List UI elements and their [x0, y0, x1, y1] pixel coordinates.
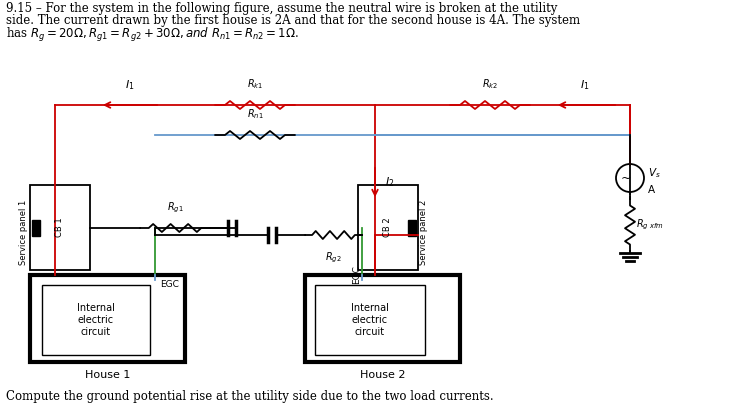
- Text: House 1: House 1: [85, 370, 130, 380]
- Text: $V_s$: $V_s$: [648, 166, 661, 180]
- Text: $R_{g1}$: $R_{g1}$: [167, 200, 183, 215]
- Bar: [315, 285, 425, 355]
- Text: EGC: EGC: [160, 280, 179, 289]
- Bar: [30, 185, 90, 270]
- Text: $I_2$: $I_2$: [385, 175, 394, 189]
- Text: A: A: [648, 185, 655, 195]
- Bar: [408, 220, 416, 236]
- Text: Compute the ground potential rise at the utility side due to the two load curren: Compute the ground potential rise at the…: [6, 390, 493, 403]
- Text: Service panel 2: Service panel 2: [420, 200, 429, 265]
- Text: 9.15 – For the system in the following figure, assume the neutral wire is broken: 9.15 – For the system in the following f…: [6, 2, 557, 15]
- Bar: [42, 285, 150, 355]
- Text: side. The current drawn by the first house is 2A and that for the second house i: side. The current drawn by the first hou…: [6, 14, 580, 27]
- Bar: [358, 185, 418, 270]
- Text: Internal
electric
circuit: Internal electric circuit: [351, 303, 389, 337]
- Bar: [32, 220, 40, 236]
- Text: $R_{g\ xfm}$: $R_{g\ xfm}$: [636, 218, 664, 232]
- Text: $R_{g2}$: $R_{g2}$: [325, 251, 342, 265]
- Text: ~: ~: [620, 171, 631, 184]
- Text: House 2: House 2: [359, 370, 405, 380]
- Text: CB 2: CB 2: [384, 218, 393, 237]
- Text: CB 1: CB 1: [56, 218, 65, 237]
- Text: has $R_g = 20\Omega, R_{g1} = R_{g2} + 30\Omega, and\ R_{n1} = R_{n2} = 1\Omega$: has $R_g = 20\Omega, R_{g1} = R_{g2} + 3…: [6, 26, 299, 44]
- Text: $R_{k1}$: $R_{k1}$: [247, 77, 263, 91]
- Bar: [305, 275, 460, 362]
- Text: Service panel 1: Service panel 1: [20, 200, 29, 265]
- Bar: [30, 275, 185, 362]
- Text: EGC: EGC: [352, 265, 361, 284]
- Text: $R_{k2}$: $R_{k2}$: [482, 77, 498, 91]
- Text: $R_{n1}$: $R_{n1}$: [247, 107, 263, 121]
- Text: $I_1$: $I_1$: [126, 78, 135, 92]
- Text: Internal
electric
circuit: Internal electric circuit: [77, 303, 115, 337]
- Text: $I_1$: $I_1$: [581, 78, 590, 92]
